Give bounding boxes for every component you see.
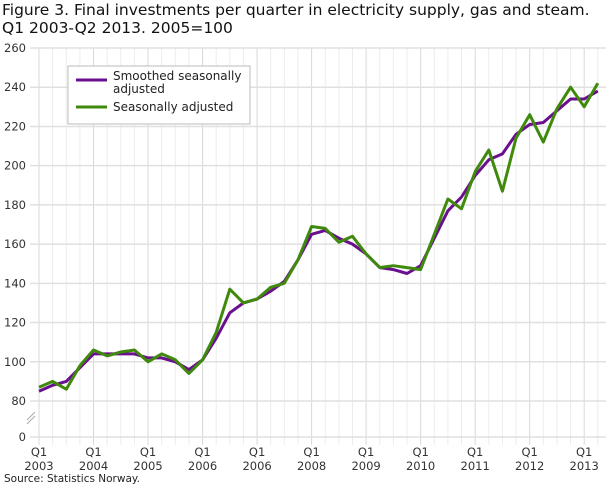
- x-tick-label-quarter: Q1: [85, 445, 101, 459]
- x-tick-label-year: 2008: [297, 459, 326, 473]
- legend: Smoothed seasonally adjusted Seasonally ad…: [67, 65, 251, 125]
- axis-break-icon: [26, 411, 36, 425]
- y-tick-label: 240: [4, 80, 26, 94]
- x-tick-label-year: 2009: [351, 459, 380, 473]
- legend-label: Smoothed seasonally adjusted: [113, 69, 241, 96]
- y-tick-label: 220: [4, 119, 26, 133]
- y-tick-label: 100: [4, 355, 26, 369]
- source-note: Source: Statistics Norway.: [4, 473, 140, 485]
- legend-box: [67, 65, 251, 125]
- x-tick-label-quarter: Q1: [576, 445, 592, 459]
- x-tick-label-quarter: Q1: [412, 445, 428, 459]
- chart-title: Figure 3. Final investments per quarter …: [2, 1, 590, 37]
- x-tick-label-quarter: Q1: [249, 445, 265, 459]
- x-tick-label-year: 2010: [406, 459, 435, 473]
- y-tick-label: 0: [19, 430, 26, 444]
- y-tick-label: 140: [4, 276, 26, 290]
- y-tick-label: 260: [4, 41, 26, 55]
- x-tick-label-year: 2006: [188, 459, 217, 473]
- y-tick-label: 120: [4, 316, 26, 330]
- y-tick-label: 80: [11, 394, 26, 408]
- x-tick-label-year: 2006: [242, 459, 271, 473]
- x-tick-label-quarter: Q1: [140, 445, 156, 459]
- y-tick-label: 180: [4, 198, 26, 212]
- x-tick-label-quarter: Q1: [467, 445, 483, 459]
- legend-label: Seasonally adjusted: [113, 100, 233, 114]
- series-line-smoothed: [38, 89, 599, 393]
- x-tick-label-year: 2004: [79, 459, 108, 473]
- y-tick-label: 200: [4, 159, 26, 173]
- x-tick-label-quarter: Q1: [194, 445, 210, 459]
- x-tick-label-quarter: Q1: [521, 445, 537, 459]
- y-tick-label: 160: [4, 237, 26, 251]
- series-line-seasonally-adjusted: [38, 82, 600, 391]
- x-tick-label-quarter: Q1: [303, 445, 319, 459]
- x-tick-label-year: 2005: [133, 459, 162, 473]
- x-tick-label-quarter: Q1: [358, 445, 374, 459]
- x-tick-label-quarter: Q1: [31, 445, 47, 459]
- x-tick-label-year: 2003: [24, 459, 53, 473]
- x-tick-label-year: 2013: [570, 459, 599, 473]
- x-tick-label-year: 2011: [461, 459, 490, 473]
- x-tick-label-year: 2012: [515, 459, 544, 473]
